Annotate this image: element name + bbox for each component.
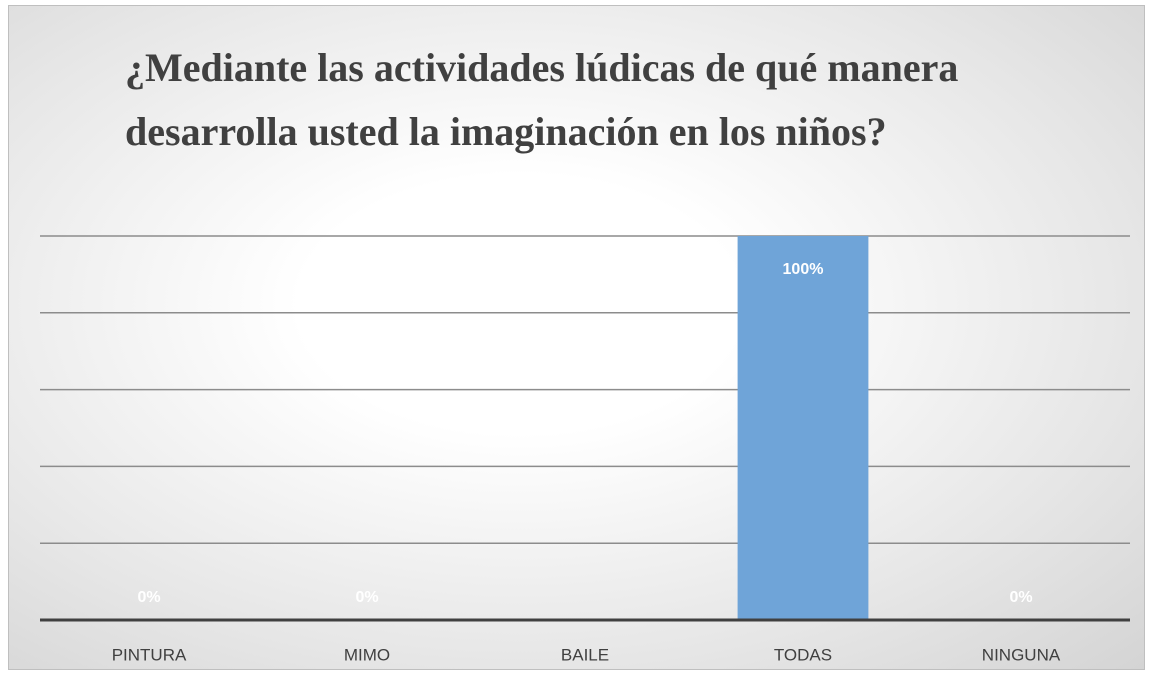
data-label: 0% [355, 589, 378, 606]
x-tick-label: TODAS [774, 645, 832, 664]
data-label: 100% [783, 261, 824, 278]
data-label: 0% [137, 589, 160, 606]
x-tick-label: PINTURA [112, 645, 187, 664]
chart-title: ¿Mediante las actividades lúdicas de qué… [125, 45, 959, 154]
x-tick-label: NINGUNA [982, 645, 1061, 664]
bar [737, 236, 869, 620]
chart-frame [8, 5, 1145, 670]
data-label: 0% [1009, 589, 1032, 606]
x-tick-label: BAILE [561, 645, 609, 664]
x-tick-label: MIMO [344, 645, 390, 664]
